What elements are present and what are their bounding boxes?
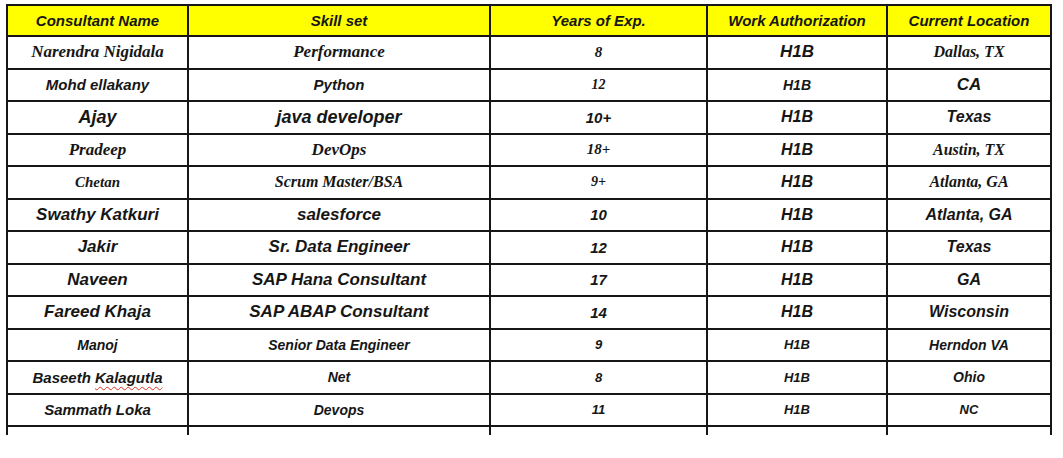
table-row: Swathy Katkurisalesforce10H1BAtlanta, GA: [7, 199, 1051, 232]
table-row: Fareed KhajaSAP ABAP Consultant14H1BWisc…: [7, 296, 1051, 329]
exp-cell: 14: [490, 296, 707, 329]
table-row: Sammath LokaDevops11H1BNC: [7, 394, 1051, 427]
name-cell: Mohd ellakany: [7, 69, 188, 102]
auth-cell: H1B: [707, 69, 887, 102]
skill-cell: SAP Hana Consultant: [188, 264, 490, 297]
location-cell: Austin, TX: [887, 134, 1051, 167]
auth-cell: H1B: [707, 329, 887, 362]
consultant-hotlist-table-container: Consultant NameSkill setYears of Exp.Wor…: [0, 0, 1063, 435]
auth-cell: H1B: [707, 296, 887, 329]
skill-cell: Python: [188, 69, 490, 102]
exp-cell: 12: [490, 69, 707, 102]
skill-cell: Scrum Master/BSA: [188, 166, 490, 199]
name-cell: Narendra Nigidala: [7, 36, 188, 69]
exp-cell: 9: [490, 329, 707, 362]
location-cell: Atlanta, GA: [887, 166, 1051, 199]
auth-cell: H1B: [707, 361, 887, 394]
auth-cell: H1B: [707, 134, 887, 167]
exp-cell: 10+: [490, 101, 707, 134]
name-cell: Swathy Katkuri: [7, 199, 188, 232]
location-cell: Dallas, TX: [887, 36, 1051, 69]
auth-cell: H1B: [707, 394, 887, 427]
location-cell: Texas: [887, 101, 1051, 134]
exp-cell: 18+: [490, 134, 707, 167]
name-cell: Ajay: [7, 101, 188, 134]
location-cell: CA: [887, 69, 1051, 102]
table-header-row: Consultant NameSkill setYears of Exp.Wor…: [7, 5, 1051, 36]
auth-cell: H1B: [707, 101, 887, 134]
auth-cell: H1B: [707, 36, 887, 69]
skill-cell: Senior Data Engineer: [188, 329, 490, 362]
location-cell: Herndon VA: [887, 329, 1051, 362]
auth-cell: H1B: [707, 199, 887, 232]
name-cell: Sammath Loka: [7, 394, 188, 427]
exp-cell: 8: [490, 361, 707, 394]
column-header-name: Consultant Name: [7, 5, 188, 36]
exp-cell: 12: [490, 231, 707, 264]
misspelled-word: Kalagutla: [95, 369, 163, 386]
skill-cell: SAP ABAP Consultant: [188, 296, 490, 329]
table-row: Baseeth KalagutlaNet8H1BOhio: [7, 361, 1051, 394]
table-row: NaveenSAP Hana Consultant17H1BGA: [7, 264, 1051, 297]
location-cell: GA: [887, 264, 1051, 297]
exp-cell: 17: [490, 264, 707, 297]
exp-cell: 9+: [490, 166, 707, 199]
consultant-table: Consultant NameSkill setYears of Exp.Wor…: [6, 4, 1052, 435]
skill-cell: java developer: [188, 101, 490, 134]
skill-cell: Performance: [188, 36, 490, 69]
table-row: ManojSenior Data Engineer9H1BHerndon VA: [7, 329, 1051, 362]
skill-cell: DevOps: [188, 134, 490, 167]
name-cell: Naveen: [7, 264, 188, 297]
location-cell: Atlanta, GA: [887, 199, 1051, 232]
name-cell: Jakir: [7, 231, 188, 264]
exp-cell: 11: [490, 394, 707, 427]
name-cell: Fareed Khaja: [7, 296, 188, 329]
auth-cell: H1B: [707, 166, 887, 199]
skill-cell: Devops: [188, 394, 490, 427]
skill-cell: salesforce: [188, 199, 490, 232]
partial-clipped-row: [7, 426, 1051, 435]
name-cell: Baseeth Kalagutla: [7, 361, 188, 394]
skill-cell: Net: [188, 361, 490, 394]
location-cell: Ohio: [887, 361, 1051, 394]
name-cell: Pradeep: [7, 134, 188, 167]
name-cell: Chetan: [7, 166, 188, 199]
location-cell: Wisconsin: [887, 296, 1051, 329]
skill-cell: Sr. Data Engineer: [188, 231, 490, 264]
auth-cell: H1B: [707, 264, 887, 297]
location-cell: NC: [887, 394, 1051, 427]
column-header-skill: Skill set: [188, 5, 490, 36]
column-header-location: Current Location: [887, 5, 1051, 36]
location-cell: Texas: [887, 231, 1051, 264]
table-row: PradeepDevOps18+H1BAustin, TX: [7, 134, 1051, 167]
table-row: JakirSr. Data Engineer12H1BTexas: [7, 231, 1051, 264]
table-row: ChetanScrum Master/BSA9+H1BAtlanta, GA: [7, 166, 1051, 199]
table-row: Narendra NigidalaPerformance8H1BDallas, …: [7, 36, 1051, 69]
column-header-exp: Years of Exp.: [490, 5, 707, 36]
auth-cell: H1B: [707, 231, 887, 264]
consultant-hotlist-screenshot: { "colors": { "header_bg": "#FFFF00", "h…: [0, 0, 1063, 458]
exp-cell: 10: [490, 199, 707, 232]
name-cell: Manoj: [7, 329, 188, 362]
table-row: Ajayjava developer10+H1BTexas: [7, 101, 1051, 134]
table-row: Mohd ellakanyPython12H1BCA: [7, 69, 1051, 102]
exp-cell: 8: [490, 36, 707, 69]
column-header-auth: Work Authorization: [707, 5, 887, 36]
